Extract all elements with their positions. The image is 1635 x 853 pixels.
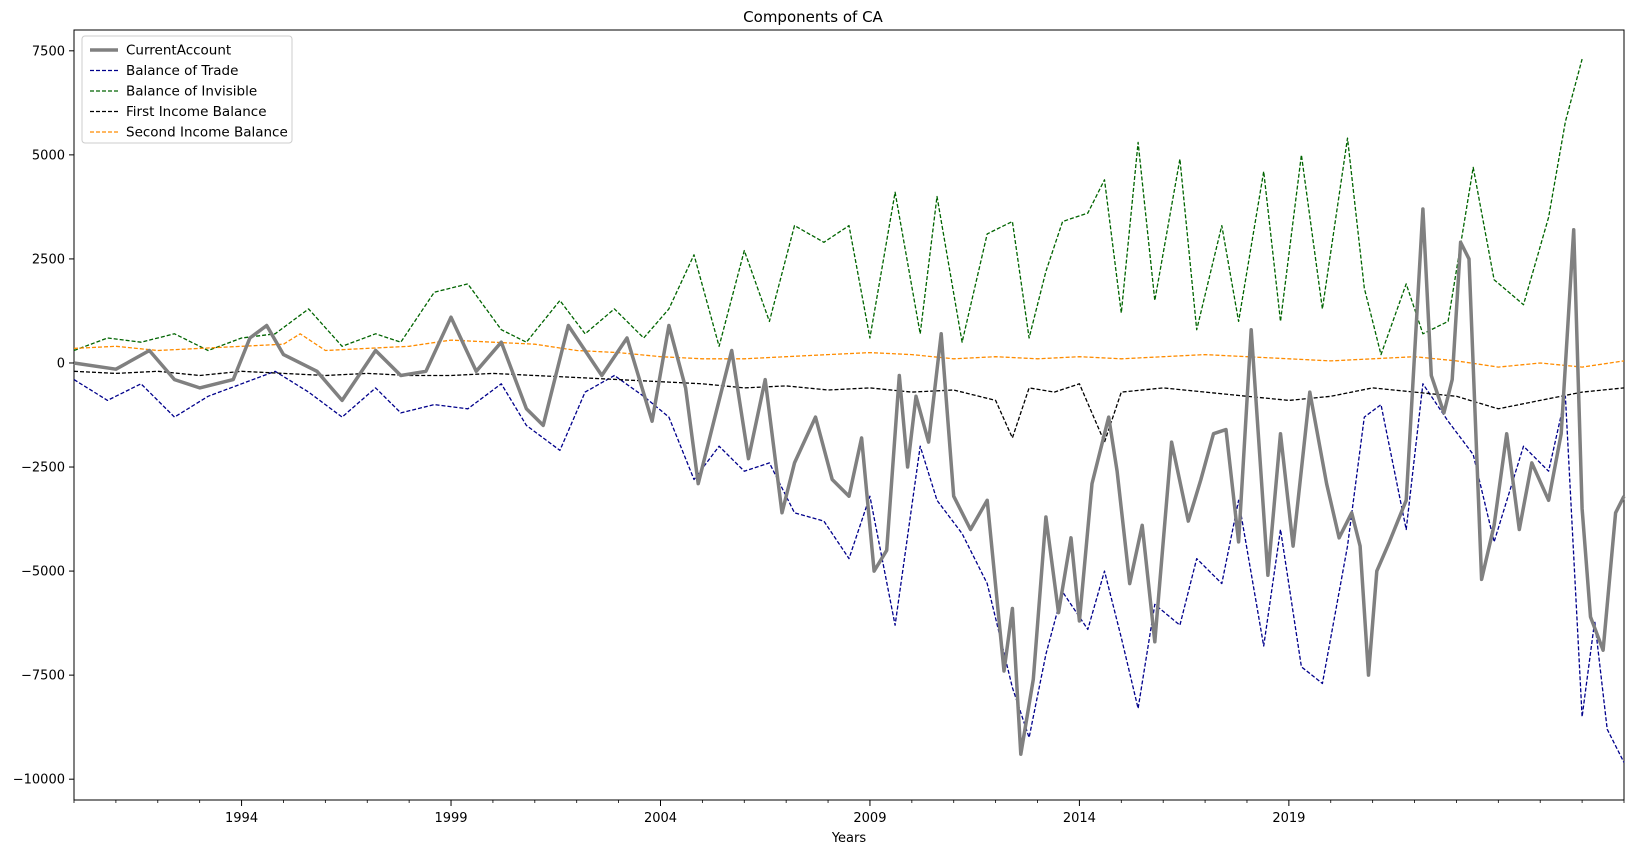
y-tick-label: −7500 (21, 669, 65, 684)
legend-label-3: First Income Balance (126, 104, 267, 120)
y-tick-label: 0 (57, 356, 65, 371)
x-tick-label: 1994 (225, 811, 258, 826)
y-axis: 7500 5000 2500 0 −2500 −5000 −7500 −10000 (13, 44, 74, 788)
x-axis-label: Years (831, 831, 867, 846)
y-tick-label: −10000 (13, 773, 65, 788)
y-tick-label: 5000 (32, 148, 65, 163)
x-tick-label: 2004 (644, 811, 677, 826)
plot-frame (73, 29, 1625, 801)
series-line-0 (73, 207, 1626, 756)
legend-label-1: Balance of Trade (126, 63, 238, 79)
legend-label-4: Second Income Balance (126, 125, 288, 141)
series-layer (73, 58, 1626, 763)
series-line-4 (73, 333, 1625, 368)
x-tick-label: 2014 (1063, 811, 1096, 826)
y-tick-label: −5000 (21, 565, 65, 580)
x-tick-label: 2019 (1272, 811, 1305, 826)
y-tick-label: 7500 (32, 44, 65, 59)
x-tick-label: 2009 (853, 811, 886, 826)
legend-box (81, 35, 293, 144)
legend-label-0: CurrentAccount (126, 43, 231, 59)
x-axis: 1994 1999 2004 2009 2014 2019 (73, 800, 1625, 826)
chart-title: Components of CA (743, 8, 883, 26)
series-line-2 (73, 58, 1583, 356)
x-tick-label: 1999 (434, 811, 467, 826)
y-tick-label: 2500 (32, 252, 65, 267)
legend: CurrentAccount Balance of Trade Balance of… (81, 35, 293, 144)
series-line-3 (73, 370, 1625, 443)
series-line-1 (73, 370, 1625, 763)
y-tick-label: −2500 (21, 461, 65, 476)
legend-label-2: Balance of Invisible (126, 84, 257, 100)
